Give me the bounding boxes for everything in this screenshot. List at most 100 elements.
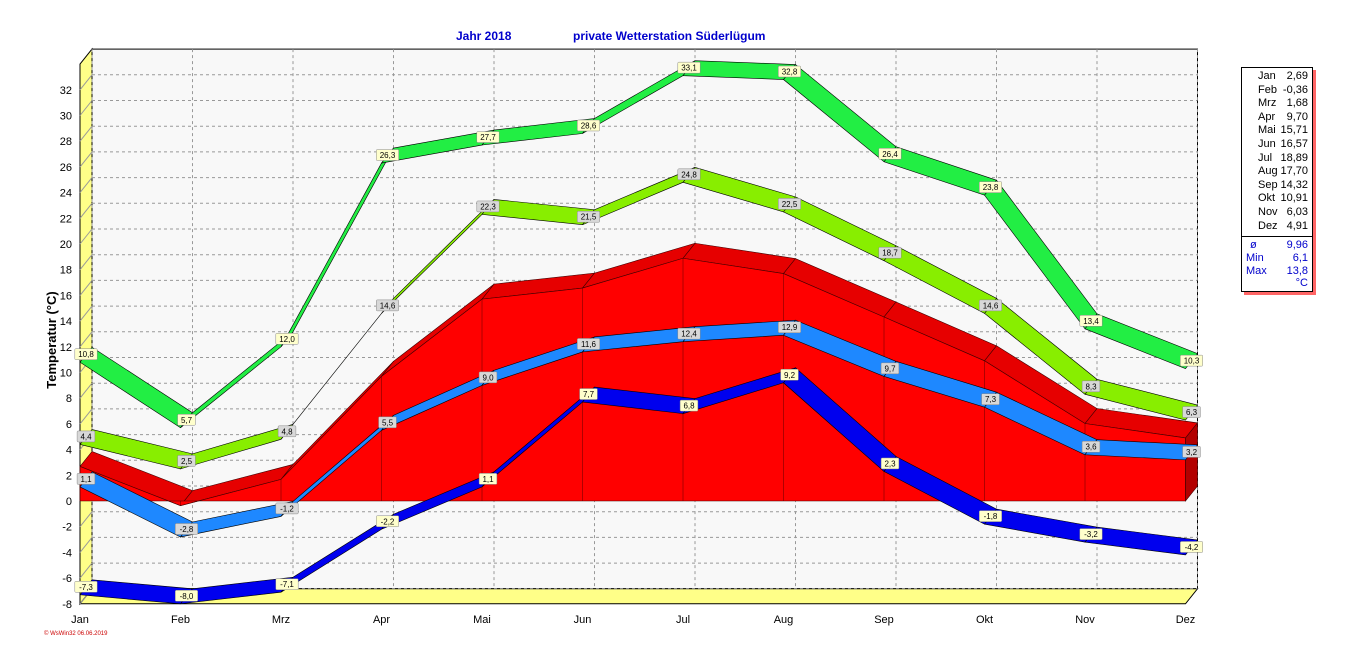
data-label: -4,2 — [1180, 541, 1203, 553]
data-label-bg — [378, 416, 397, 429]
data-label-text: -2,8 — [180, 525, 194, 534]
data-label: 28,6 — [577, 119, 600, 132]
y-tick-label: -2 — [62, 522, 72, 534]
data-label-text: 22,5 — [782, 200, 798, 209]
data-label-text: 9,2 — [784, 371, 796, 380]
grid-side-line — [79, 202, 93, 219]
data-label-text: 14,6 — [380, 301, 396, 310]
data-label-bg — [277, 425, 297, 438]
data-label-text: 1,1 — [80, 475, 92, 484]
legend-row-jun: Jun 16,57 — [1242, 138, 1312, 152]
legend-row-sep: Sep 14,32 — [1242, 179, 1312, 193]
data-label-bg — [778, 65, 801, 78]
legend-row-jan: Jan 2,69 — [1242, 70, 1312, 84]
data-label: -1,8 — [979, 510, 1002, 522]
data-label-text: 2,5 — [181, 457, 193, 466]
data-label-text: 21,5 — [581, 213, 597, 222]
data-label-text: -1,8 — [984, 512, 998, 521]
legend-row-jul: Jul 18,89 — [1242, 152, 1312, 166]
data-label: 12,4 — [677, 327, 701, 340]
data-label-text: 5,5 — [382, 418, 394, 427]
legend-month-name: Sep — [1258, 178, 1278, 191]
grid-side-line — [79, 562, 93, 579]
x-tick-label: Jun — [574, 614, 592, 626]
data-label-bg — [1079, 528, 1103, 540]
data-label-text: 7,3 — [985, 395, 997, 404]
data-label-bg — [76, 430, 96, 443]
grid-side-line — [79, 511, 93, 528]
legend-month-name: Jan — [1258, 70, 1276, 82]
legend-month-name: Feb — [1258, 83, 1277, 96]
data-label-text: 6,8 — [683, 402, 695, 411]
y-tick-label: 24 — [60, 188, 72, 200]
legend-month-value: -0,36 — [1282, 83, 1308, 96]
data-label-text: 5,7 — [181, 416, 193, 425]
data-label-text: -7,1 — [280, 580, 294, 589]
data-label-text: 3,2 — [1186, 448, 1198, 457]
data-label: 32,8 — [778, 65, 801, 78]
data-label-text: -4,2 — [1185, 543, 1199, 552]
data-label: 5,7 — [177, 414, 196, 426]
data-label: -2,2 — [376, 515, 399, 528]
data-label-text: 12,0 — [279, 335, 295, 344]
x-tick-label: Aug — [774, 614, 794, 626]
grid-side-line — [79, 382, 93, 399]
data-label: 6,3 — [1182, 406, 1201, 418]
data-label-text: 33,1 — [681, 64, 697, 73]
legend-month-value: 17,70 — [1280, 165, 1308, 178]
data-label-bg — [677, 327, 701, 340]
legend-row-mrz: Mrz 1,68 — [1242, 97, 1312, 111]
x-tick-label: Mai — [473, 614, 491, 626]
grid-side-line — [79, 537, 93, 553]
data-label-bg — [1081, 380, 1101, 393]
data-label-text: 13,4 — [1083, 317, 1099, 326]
data-label: 5,5 — [378, 416, 397, 429]
data-label-bg — [979, 510, 1002, 522]
data-label-text: -2,2 — [381, 517, 395, 526]
y-tick-label: 30 — [60, 111, 72, 123]
y-tick-label: 12 — [60, 342, 72, 354]
legend-month-value: 6,03 — [1286, 205, 1308, 218]
data-label: 2,3 — [880, 457, 900, 470]
data-labels-layer: 10,8 5,7 12,0 26,3 27,7 28,6 33,1 32,8 26,4 23,8 1… — [74, 61, 1203, 602]
data-label-text: 3,6 — [1085, 443, 1097, 452]
data-label-text: 4,4 — [80, 432, 92, 441]
data-label-text: 10,3 — [1184, 357, 1200, 366]
data-label-bg — [177, 414, 196, 426]
data-label: 3,6 — [1081, 440, 1101, 453]
legend-row-okt: Okt 10,91 — [1242, 192, 1312, 206]
data-label: 9,0 — [478, 371, 498, 384]
data-label-text: 23,8 — [983, 183, 999, 192]
data-label: 18,7 — [878, 246, 902, 259]
data-label-bg — [376, 299, 399, 312]
series-layer — [79, 60, 1199, 605]
data-label: 22,5 — [778, 198, 801, 210]
legend-month-list: Jan 2,69 Feb -0,36 Mrz 1,68 Apr 9,70 Mai 15,71 Jun… — [1242, 70, 1312, 233]
legend-month-name: Jul — [1258, 151, 1273, 164]
data-label-text: 6,3 — [1186, 408, 1198, 417]
legend-stat-label: ø — [1250, 239, 1257, 252]
data-label: 10,3 — [1180, 354, 1203, 367]
grid-side-line — [79, 228, 93, 245]
data-label-bg — [981, 393, 1000, 405]
legend-month-name: Dez — [1258, 219, 1278, 232]
data-label-text: 9,7 — [884, 364, 896, 373]
grid-side-line — [79, 125, 93, 142]
grid-side-line — [79, 254, 93, 271]
data-label-text: 32,8 — [782, 68, 798, 77]
x-tick-label: Feb — [171, 614, 190, 626]
series-0 — [79, 60, 1198, 429]
data-label-text: 12,9 — [782, 323, 798, 332]
legend-row-aug: Aug 17,70 — [1242, 165, 1312, 179]
y-tick-label: 22 — [60, 213, 72, 225]
data-label-bg — [275, 502, 299, 515]
data-label-bg — [175, 590, 198, 602]
data-label-text: 24,8 — [681, 170, 697, 179]
data-label-bg — [1081, 440, 1101, 453]
series-2 — [79, 242, 1199, 507]
legend-stat-label: Min — [1246, 251, 1264, 264]
data-label-bg — [778, 321, 801, 333]
data-label: 7,7 — [579, 388, 598, 400]
data-label-text: 11,6 — [581, 340, 597, 349]
grid-side-line — [79, 74, 93, 91]
